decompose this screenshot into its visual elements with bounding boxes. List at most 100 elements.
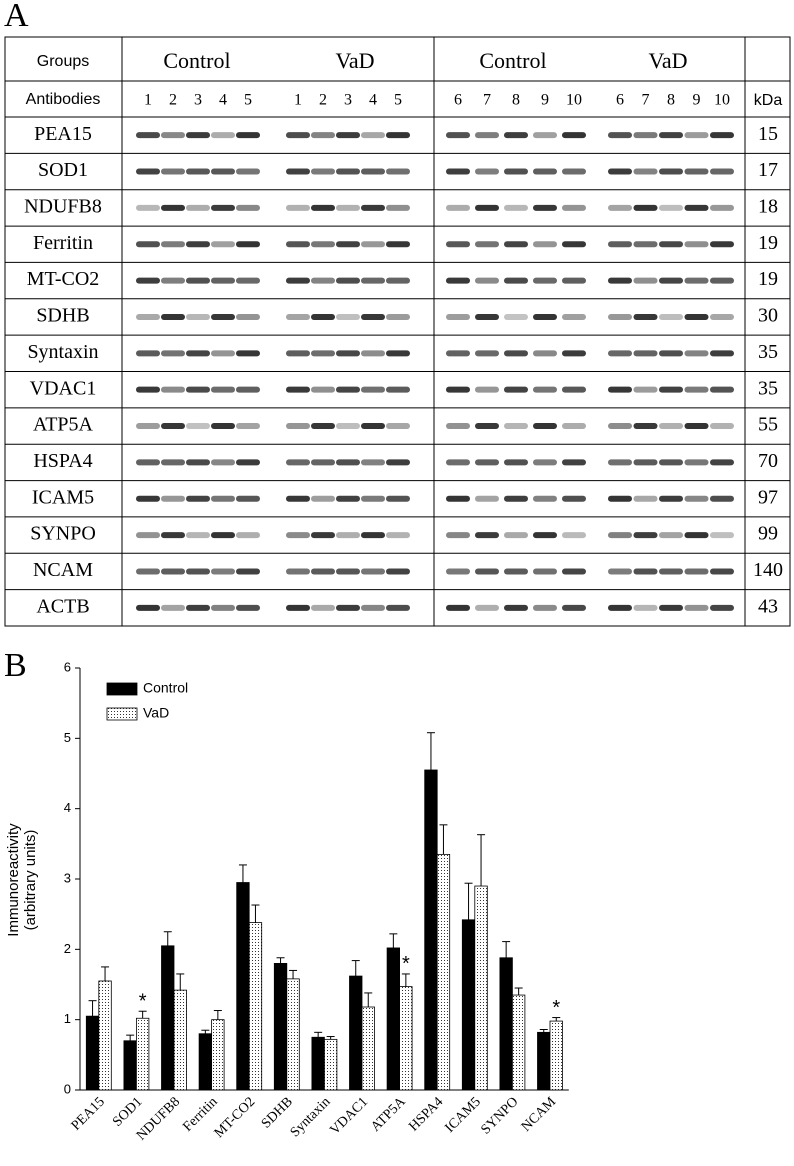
- blot-band: [186, 423, 210, 430]
- blot-band: [211, 495, 235, 502]
- legend-label: VaD: [143, 705, 169, 721]
- x-tick-label: MT-CO2: [212, 1094, 259, 1141]
- error-bar: [326, 1036, 335, 1040]
- blot-band: [475, 604, 499, 611]
- kda-label: 19: [758, 232, 778, 254]
- blot-band: [311, 204, 335, 211]
- blot-band: [336, 241, 360, 248]
- blot-band: [659, 386, 683, 393]
- blot-band: [710, 241, 734, 248]
- lane-number: 4: [219, 92, 227, 109]
- blot-band: [504, 168, 528, 175]
- blot-band: [633, 532, 658, 539]
- blot-band: [475, 132, 499, 139]
- error-bar: [163, 931, 172, 946]
- blot-band: [504, 532, 528, 539]
- blot-band: [236, 604, 260, 611]
- blot-band: [236, 386, 260, 393]
- blot-band: [504, 313, 528, 320]
- blot-band: [710, 168, 734, 175]
- error-bar: [539, 1029, 548, 1033]
- error-bar: [251, 904, 260, 923]
- blot-band: [386, 423, 410, 430]
- blot-band: [136, 495, 160, 502]
- antibody-label: NDUFB8: [24, 195, 102, 217]
- blot-band: [336, 386, 360, 393]
- blot-band: [386, 532, 410, 539]
- group-label: Control: [479, 48, 546, 73]
- blot-band: [386, 313, 410, 320]
- blot-band: [659, 459, 683, 466]
- bar: [98, 980, 112, 1091]
- error-bar: [351, 960, 360, 977]
- blot-band: [311, 277, 335, 284]
- blot-band: [684, 386, 709, 393]
- blot-band: [446, 532, 470, 539]
- error-bar: [276, 957, 285, 964]
- blot-band: [161, 350, 185, 357]
- blot-band: [186, 168, 210, 175]
- blot-band: [286, 313, 310, 320]
- blot-band: [161, 495, 185, 502]
- kda-label: 30: [758, 305, 778, 327]
- blot-band: [684, 459, 709, 466]
- bar: [361, 1006, 375, 1091]
- error-bar: [176, 973, 185, 991]
- lane-number: 8: [512, 92, 520, 109]
- bar: [311, 1036, 325, 1091]
- blot-band: [361, 204, 385, 211]
- bar: [386, 947, 401, 1091]
- antibody-label: NCAM: [33, 559, 93, 581]
- antibody-label: HSPA4: [33, 450, 92, 472]
- blot-band: [336, 277, 360, 284]
- blot-band: [361, 277, 385, 284]
- x-tick-label: ICAM5: [442, 1094, 483, 1135]
- kda-label: 43: [758, 595, 778, 617]
- error-bar: [314, 1031, 323, 1038]
- blot-band: [236, 350, 260, 357]
- blot-band: [446, 386, 470, 393]
- blot-band: [136, 386, 160, 393]
- x-tick-label: VDAC1: [327, 1094, 371, 1138]
- lane-number: 7: [483, 92, 491, 109]
- blot-band: [236, 204, 260, 211]
- blot-band: [186, 532, 210, 539]
- kda-label: 140: [753, 559, 783, 581]
- blot-band: [336, 423, 360, 430]
- blot-band: [504, 423, 528, 430]
- bar: [248, 922, 263, 1091]
- x-tick-label: SOD1: [110, 1094, 145, 1129]
- blot-band: [386, 350, 410, 357]
- x-tick-label: SYNPO: [478, 1094, 521, 1137]
- blot-band: [286, 132, 310, 139]
- blot-band: [446, 277, 470, 284]
- bar: [399, 986, 413, 1091]
- blot-band: [608, 350, 632, 357]
- kda-label: 18: [758, 195, 778, 217]
- kda-label: 97: [758, 486, 778, 508]
- blot-band: [608, 532, 632, 539]
- blot-band: [336, 459, 360, 466]
- header-label: kDa: [754, 92, 783, 109]
- blot-band: [475, 386, 499, 393]
- blot-band: [684, 532, 709, 539]
- bar: [461, 919, 476, 1091]
- blot-band: [633, 132, 658, 139]
- blot-band: [311, 495, 335, 502]
- blot-band: [386, 568, 410, 575]
- blot-band: [710, 495, 734, 502]
- blot-band: [446, 132, 470, 139]
- blot-band: [659, 277, 683, 284]
- significance-mark: *: [402, 953, 410, 975]
- blot-band: [336, 532, 360, 539]
- blot-band: [504, 495, 528, 502]
- blot-band: [562, 532, 586, 539]
- blot-band: [633, 204, 658, 211]
- lane-number: 5: [244, 92, 252, 109]
- blot-band: [710, 204, 734, 211]
- blot-band: [286, 350, 310, 357]
- blot-band: [311, 459, 335, 466]
- blot-band: [286, 204, 310, 211]
- y-axis-label: (arbitrary units): [22, 830, 39, 931]
